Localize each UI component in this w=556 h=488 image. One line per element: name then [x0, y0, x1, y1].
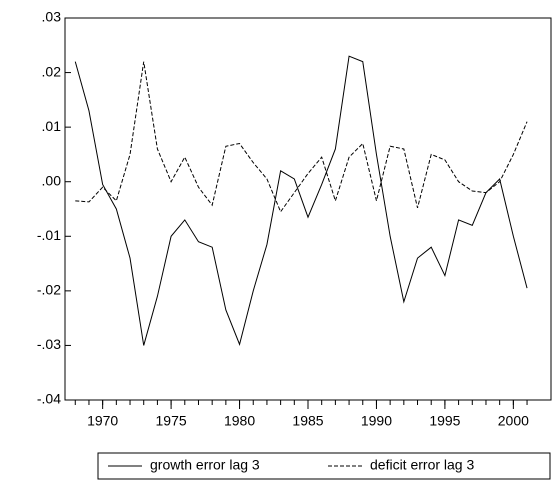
y-tick-label: -.04	[37, 391, 61, 407]
x-tick-label: 1970	[87, 413, 118, 429]
x-tick-label: 1980	[224, 413, 255, 429]
y-tick-label: -.02	[37, 282, 61, 298]
x-tick-label: 1995	[429, 413, 460, 429]
x-tick-label: 2000	[498, 413, 529, 429]
legend-label: growth error lag 3	[150, 457, 260, 473]
x-tick-label: 1975	[156, 413, 187, 429]
series-line	[75, 61, 528, 213]
x-tick-label: 1985	[292, 413, 323, 429]
x-tick-label: 1990	[361, 413, 392, 429]
y-tick-label: -.03	[37, 336, 61, 352]
series-line	[74, 55, 528, 346]
legend-label: deficit error lag 3	[370, 457, 474, 473]
y-tick-label: .03	[42, 9, 62, 25]
y-tick-label: .00	[42, 172, 62, 188]
y-tick-label: .01	[42, 118, 62, 134]
plot-frame	[64, 17, 552, 401]
y-tick-label: .02	[42, 63, 62, 79]
y-tick-label: -.01	[37, 227, 61, 243]
legend-box	[97, 452, 551, 480]
